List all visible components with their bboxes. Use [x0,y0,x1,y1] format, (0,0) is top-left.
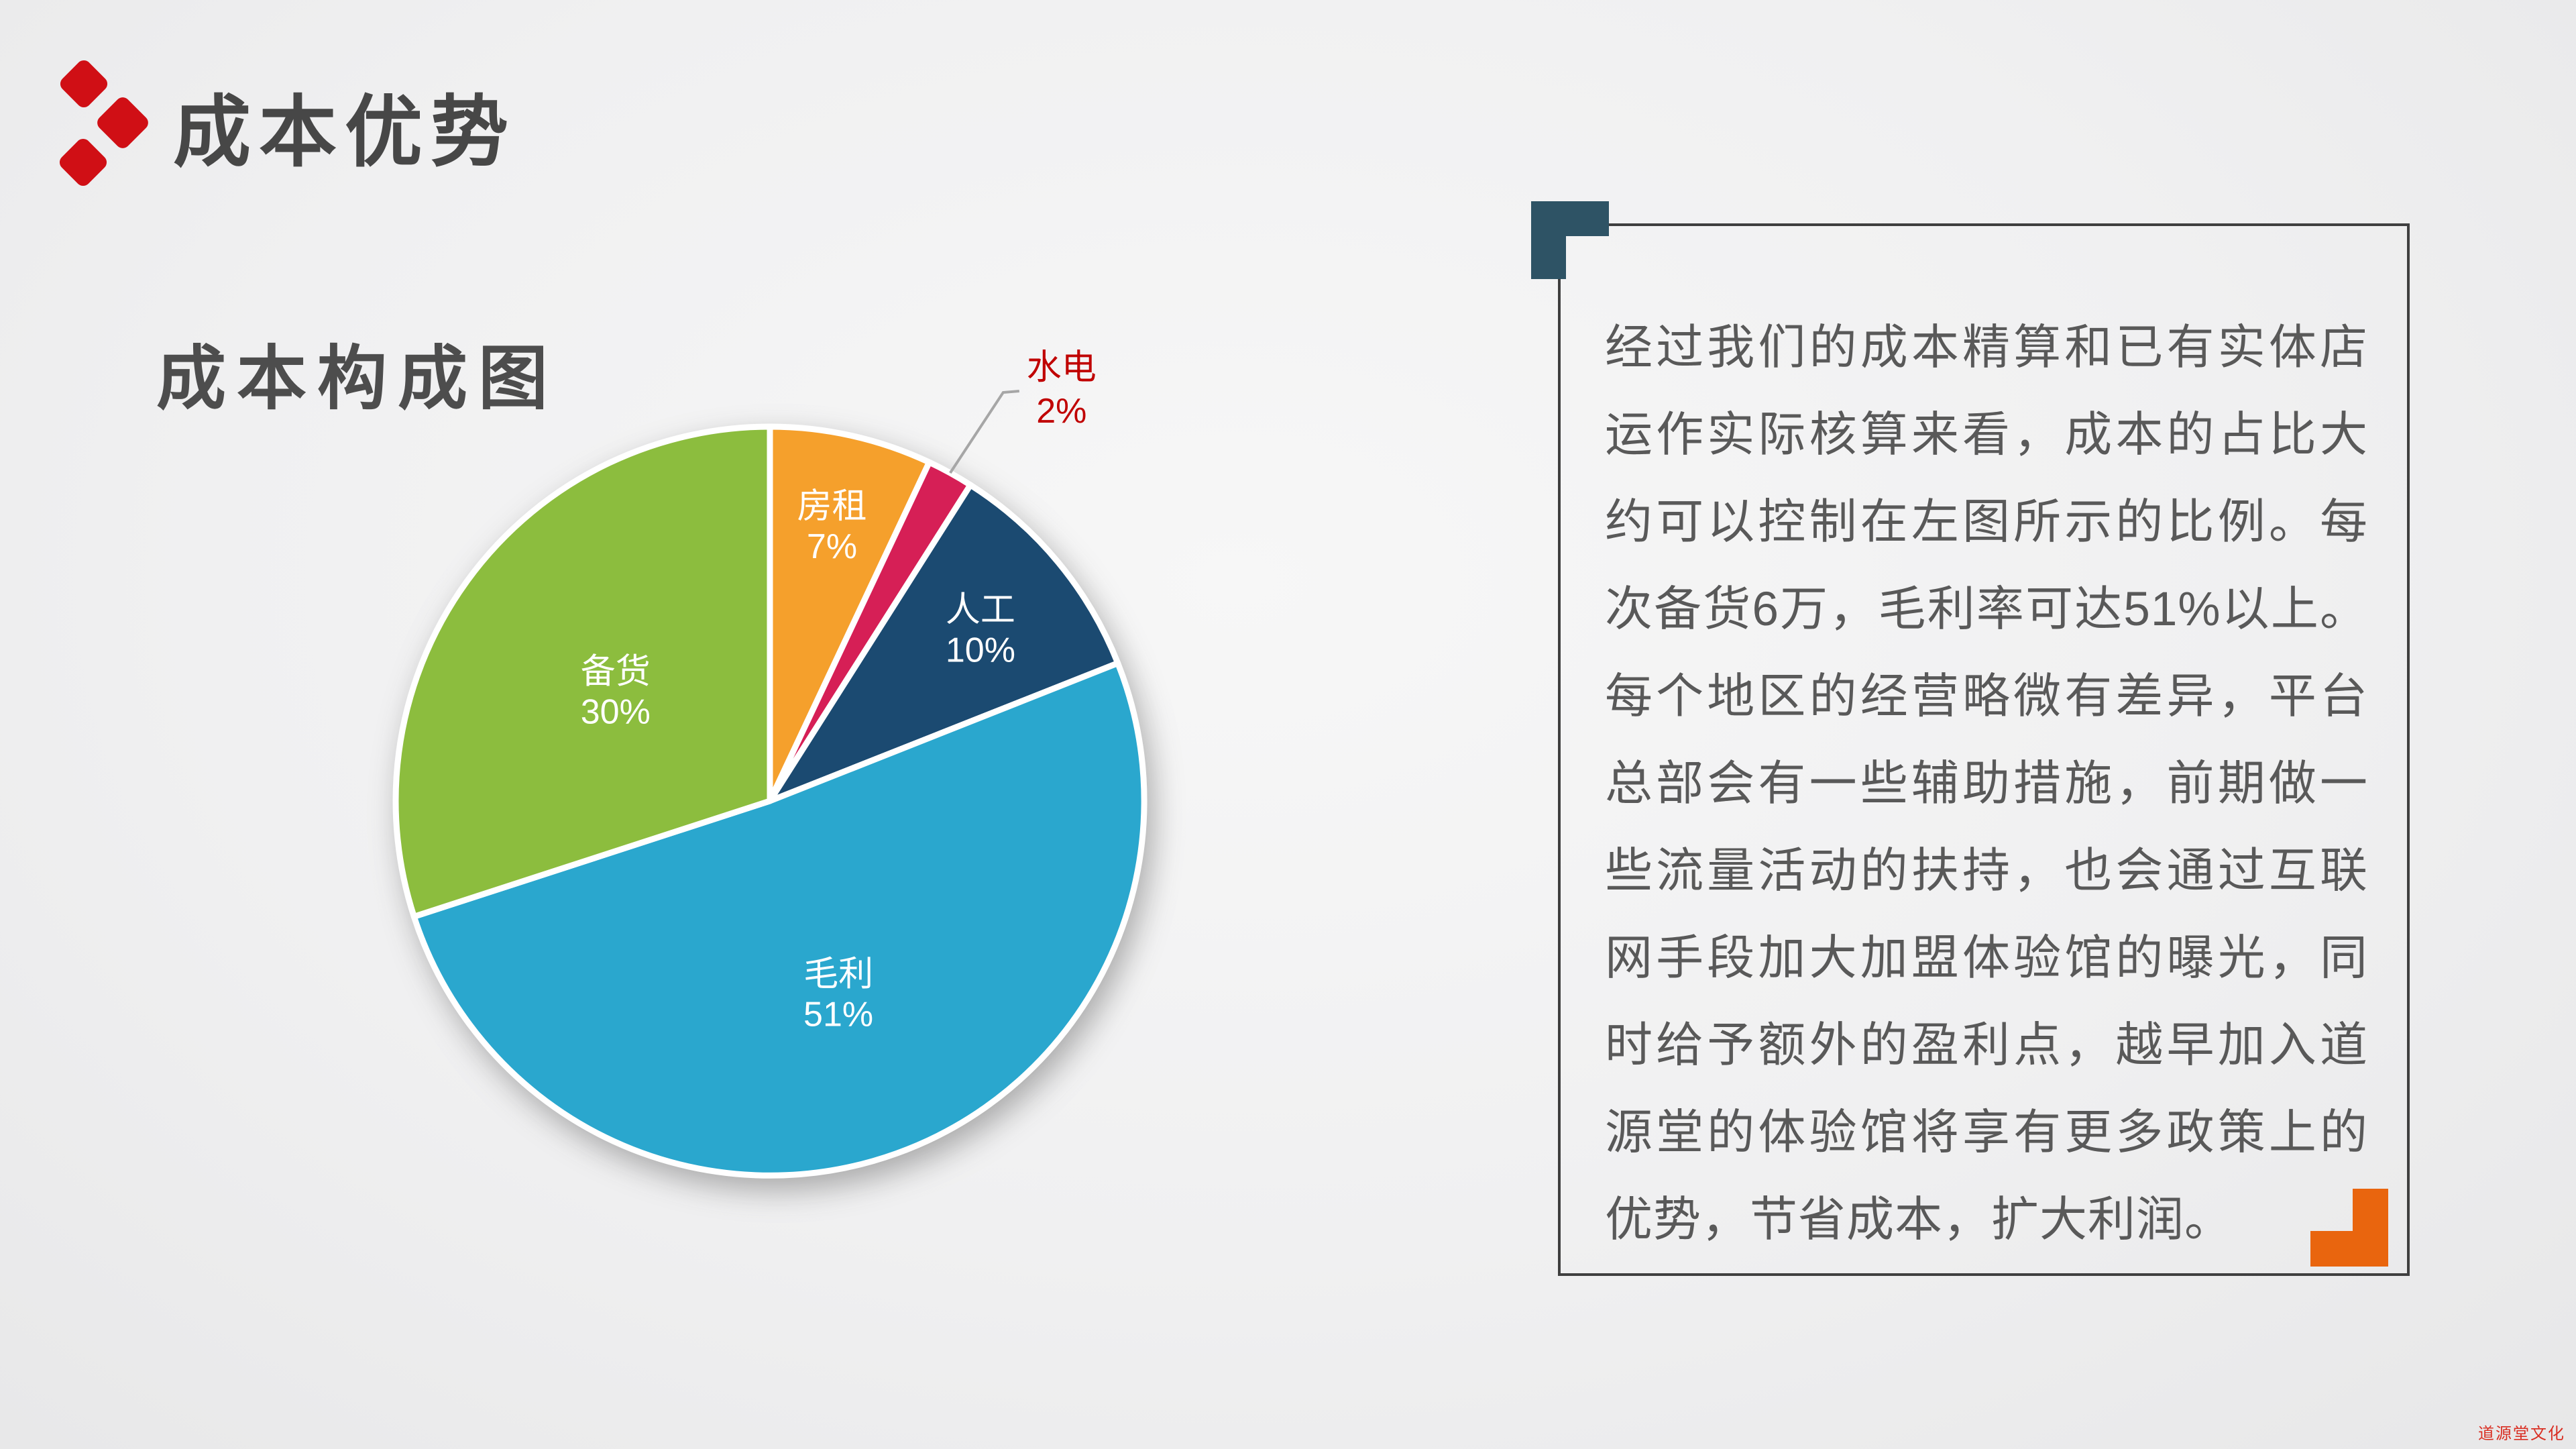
panel-text: 经过我们的成本精算和已有实体店运作实际核算来看，成本的占比大约可以控制在左图所示… [1605,321,2368,1246]
pie-slice-毛利 [410,660,1147,1179]
chart-heading: 成本构成图 [156,340,559,418]
pie-slice-房租 [767,423,933,804]
info-panel: 经过我们的成本精算和已有实体店运作实际核算来看，成本的占比大约可以控制在左图所示… [1558,223,2410,1276]
pie-label-备货: 备货 30% [581,653,651,732]
watermark: 道源堂文化 [2478,1426,2565,1443]
pie-callout-label-水电: 水电 2% [1027,348,1097,431]
callout-leader-line [949,390,1019,474]
pie-slice-人工 [767,482,1121,804]
corner-bracket-bottom-right-icon [2310,1189,2388,1267]
pie-slice-备货 [392,423,773,920]
pie-label-毛利: 毛利 51% [803,955,873,1034]
pie-label-人工: 人工 10% [946,590,1015,669]
pie-label-房租: 房租 7% [797,487,866,566]
corner-bracket-top-left-icon [1531,201,1609,279]
page-title: 成本优势 [173,89,516,176]
